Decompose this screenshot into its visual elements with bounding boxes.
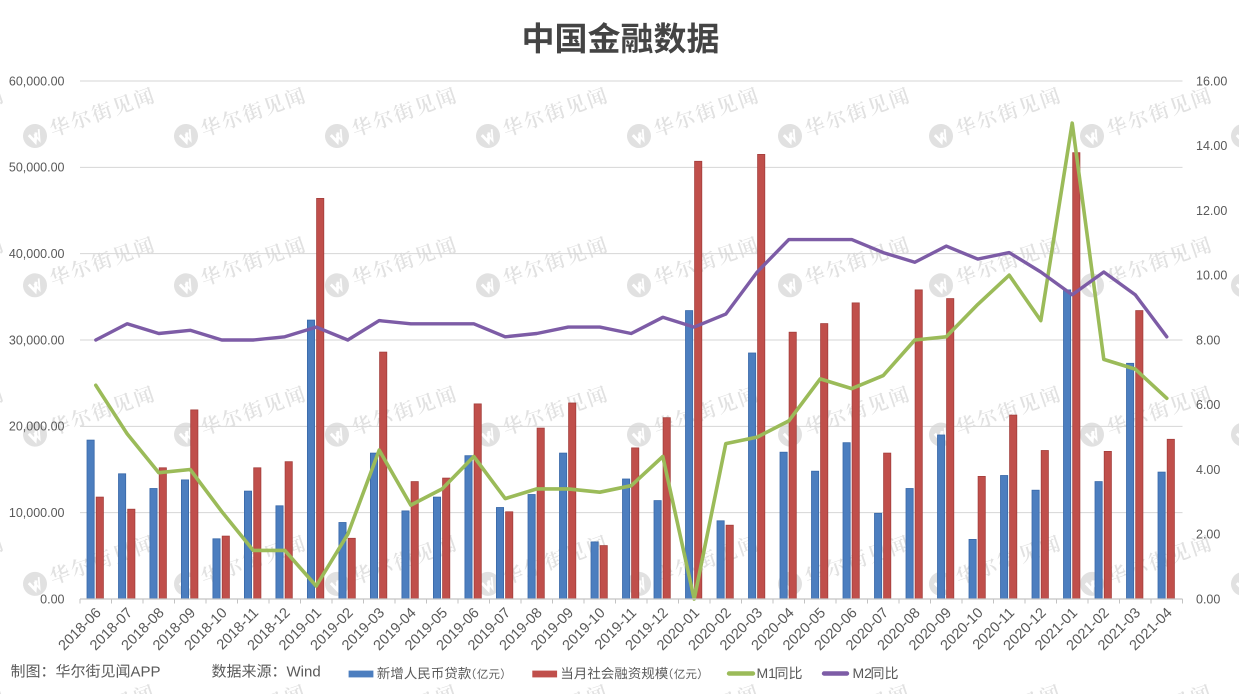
svg-text:30,000.00: 30,000.00 <box>9 333 65 347</box>
svg-text:APP: APP <box>131 664 161 681</box>
svg-text:10,000.00: 10,000.00 <box>9 506 65 520</box>
svg-text:12.00: 12.00 <box>1196 204 1227 218</box>
svg-text:M2: M2 <box>853 665 873 681</box>
svg-text:0.00: 0.00 <box>1196 592 1220 606</box>
svg-text:16.00: 16.00 <box>1196 74 1227 88</box>
svg-text:M1: M1 <box>757 665 777 681</box>
svg-text:8.00: 8.00 <box>1196 333 1220 347</box>
svg-text:2.00: 2.00 <box>1196 528 1220 542</box>
svg-text:0.00: 0.00 <box>40 592 64 606</box>
svg-text:50,000.00: 50,000.00 <box>9 161 65 175</box>
svg-text:6.00: 6.00 <box>1196 398 1220 412</box>
svg-text:Wind: Wind <box>287 664 321 681</box>
svg-text:14.00: 14.00 <box>1196 139 1227 153</box>
svg-text:40,000.00: 40,000.00 <box>9 247 65 261</box>
svg-text:20,000.00: 20,000.00 <box>9 420 65 434</box>
svg-text:60,000.00: 60,000.00 <box>9 74 65 88</box>
svg-text:4.00: 4.00 <box>1196 463 1220 477</box>
svg-text:10.00: 10.00 <box>1196 269 1227 283</box>
